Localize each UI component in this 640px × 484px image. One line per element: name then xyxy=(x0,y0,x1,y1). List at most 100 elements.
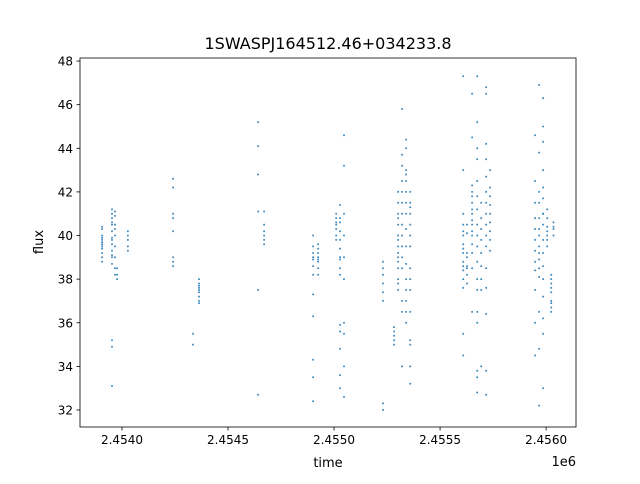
data-point xyxy=(546,208,549,211)
data-point xyxy=(405,278,408,281)
data-point xyxy=(462,354,465,357)
data-point xyxy=(393,339,396,342)
data-point xyxy=(550,299,553,302)
data-point xyxy=(382,299,384,302)
data-point xyxy=(339,204,341,206)
data-point xyxy=(485,286,488,289)
data-point xyxy=(476,321,479,324)
data-point xyxy=(397,201,400,204)
data-point xyxy=(312,265,315,268)
data-point xyxy=(538,228,541,230)
data-point xyxy=(485,190,488,193)
data-point xyxy=(405,190,408,193)
data-point xyxy=(534,228,537,230)
data-point xyxy=(462,260,465,263)
data-point xyxy=(401,310,404,313)
data-point xyxy=(471,243,474,246)
data-point xyxy=(339,258,341,261)
data-point xyxy=(339,330,341,333)
data-point xyxy=(471,136,474,139)
data-point xyxy=(111,243,113,246)
data-point xyxy=(409,365,412,368)
data-point xyxy=(409,212,412,215)
data-point xyxy=(489,169,492,172)
data-point xyxy=(466,282,468,285)
data-point xyxy=(263,243,266,246)
data-point xyxy=(542,125,545,128)
data-point xyxy=(538,84,541,86)
data-point xyxy=(339,230,341,233)
data-point xyxy=(312,400,315,403)
data-point xyxy=(111,345,113,348)
data-point xyxy=(397,289,400,291)
data-point xyxy=(312,252,315,254)
data-point xyxy=(489,212,492,215)
data-point xyxy=(485,175,488,178)
data-point xyxy=(476,391,479,394)
data-point xyxy=(476,278,479,281)
data-point xyxy=(257,173,260,176)
data-point xyxy=(335,217,338,220)
x-tick-label: 2.4550 xyxy=(313,433,355,447)
data-point xyxy=(462,75,465,78)
data-point xyxy=(114,210,116,213)
data-point xyxy=(485,86,488,89)
data-point xyxy=(462,269,465,272)
data-point xyxy=(263,223,266,226)
data-point xyxy=(343,321,345,324)
data-point xyxy=(111,223,113,226)
data-point xyxy=(397,256,400,259)
data-point xyxy=(101,236,104,239)
data-point xyxy=(111,339,113,342)
data-point xyxy=(405,147,408,150)
data-point xyxy=(462,247,465,250)
data-point xyxy=(462,278,465,281)
data-point xyxy=(401,190,404,193)
data-point xyxy=(172,265,175,268)
data-point xyxy=(538,151,541,154)
data-point xyxy=(172,177,175,180)
data-point xyxy=(546,245,549,248)
data-point xyxy=(542,186,545,189)
data-point xyxy=(480,217,483,220)
data-point xyxy=(114,273,116,276)
data-point xyxy=(257,121,260,124)
data-point xyxy=(116,273,119,276)
data-point xyxy=(111,230,113,233)
data-point xyxy=(480,265,483,268)
data-point xyxy=(489,230,492,233)
data-point xyxy=(476,223,479,226)
data-point xyxy=(471,92,474,95)
data-point xyxy=(339,256,341,259)
data-point xyxy=(335,228,338,230)
data-point xyxy=(409,190,412,193)
data-point xyxy=(471,223,474,226)
data-point xyxy=(476,234,479,237)
data-point xyxy=(335,223,338,226)
data-point xyxy=(312,315,315,318)
data-point xyxy=(401,299,404,302)
data-point xyxy=(546,225,549,228)
data-point xyxy=(534,260,537,263)
chart-title: 1SWASPJ164512.46+034233.8 xyxy=(204,34,451,53)
data-point xyxy=(538,252,541,254)
data-point xyxy=(485,223,488,226)
data-point xyxy=(485,234,488,237)
data-point xyxy=(489,186,492,189)
data-point xyxy=(471,212,474,215)
data-point xyxy=(476,158,479,161)
data-point xyxy=(405,310,408,313)
data-point xyxy=(101,243,104,246)
data-point xyxy=(317,258,320,261)
data-point xyxy=(339,267,341,270)
data-point xyxy=(382,260,384,263)
data-point xyxy=(476,147,479,150)
data-point xyxy=(401,180,404,182)
data-point xyxy=(485,369,488,372)
data-point xyxy=(480,289,483,291)
data-point xyxy=(405,262,408,265)
data-point xyxy=(538,217,541,220)
data-point xyxy=(198,284,200,287)
data-point xyxy=(542,97,545,100)
data-point xyxy=(542,278,545,281)
